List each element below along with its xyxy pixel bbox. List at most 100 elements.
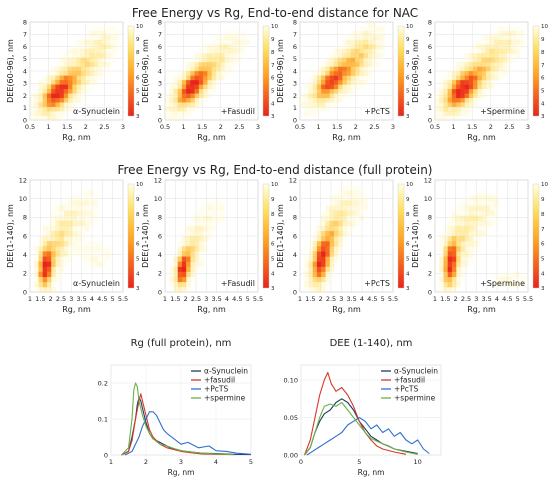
heatmap-cell	[312, 71, 318, 76]
colorbar-tick-label: 3	[406, 286, 410, 292]
heatmap-cell	[177, 106, 183, 112]
series-line	[303, 371, 407, 456]
heatmap-cell	[236, 39, 242, 45]
heatmap-cell	[207, 62, 212, 67]
heatmap-cell	[363, 62, 368, 67]
heatmap-cell	[211, 225, 217, 232]
heatmap-cell	[194, 79, 200, 85]
heatmap-cell	[215, 66, 221, 72]
heatmap-cell	[439, 276, 444, 283]
heatmap-cell	[464, 236, 470, 242]
heatmap-cell	[194, 71, 200, 76]
y-tick-label: 3	[23, 80, 27, 88]
heatmap-cell	[308, 111, 313, 116]
heatmap-cell	[165, 106, 170, 112]
heatmap-cell	[46, 75, 52, 81]
heatmap-cell	[46, 286, 52, 293]
heatmap-cell	[451, 215, 457, 222]
heatmap-cell	[489, 57, 495, 63]
heatmap-cell	[489, 62, 495, 67]
heatmap-cell	[106, 53, 111, 58]
y-tick-label: 4	[428, 251, 432, 259]
y-tick-label: 2	[293, 92, 297, 100]
heatmap-cell	[338, 48, 343, 54]
heatmap-cell	[498, 48, 503, 54]
heatmap-cell	[515, 271, 520, 278]
heatmap-cell	[329, 266, 335, 272]
heatmap-cell	[190, 57, 195, 63]
heatmap-cell	[481, 35, 487, 41]
heatmap-cell	[198, 79, 204, 85]
heatmap-cell	[308, 271, 313, 278]
heatmap-cell	[190, 66, 195, 72]
heatmap-cell	[325, 281, 330, 288]
series-annotation: +PcTS	[364, 107, 390, 116]
heatmap-cell	[338, 66, 343, 72]
heatmap-cell	[80, 79, 86, 85]
heatmap-cell	[489, 200, 495, 206]
heatmap-cell	[477, 44, 482, 50]
heatmap-cell	[494, 53, 499, 58]
heatmap-cell	[97, 57, 103, 63]
heatmap-cell	[55, 241, 60, 247]
heatmap-cell	[30, 93, 35, 99]
heatmap-cell	[106, 26, 111, 32]
heatmap-cell	[308, 246, 313, 252]
heatmap-cell	[325, 106, 330, 112]
colorbar-tick-label: 9	[541, 37, 545, 43]
heatmap-cell	[460, 106, 465, 112]
heatmap-cell	[186, 241, 191, 247]
heatmap-cell	[498, 281, 503, 288]
heatmap-cell	[456, 205, 461, 211]
heatmap-cell	[316, 230, 322, 237]
heatmap-cell	[186, 62, 191, 67]
y-tick-label: 4	[23, 251, 27, 259]
heatmap-cell	[316, 79, 322, 85]
y-tick-label: 2	[293, 270, 297, 278]
heatmap-cell	[354, 220, 360, 227]
heatmap-cell	[350, 35, 356, 41]
heatmap-cell	[468, 48, 474, 54]
heatmap-cell	[84, 256, 90, 262]
colorbar-tick-label: 4	[541, 101, 545, 107]
heatmap-cell	[30, 115, 35, 121]
x-tick-label: 1.5	[35, 295, 45, 303]
heatmap-cell	[42, 225, 48, 232]
heatmap-cell	[354, 215, 360, 222]
heatmap-cell	[350, 215, 356, 222]
heatmap-cell	[447, 111, 453, 116]
heatmap-cell	[363, 30, 368, 36]
heatmap-cell	[376, 44, 381, 50]
colorbar-tick-label: 4	[271, 101, 275, 107]
heatmap-cell	[464, 97, 470, 103]
heatmap-cell	[46, 251, 52, 257]
heatmap-cell	[451, 225, 457, 232]
heatmap-cell	[228, 57, 233, 63]
colorbar-tick-label: 5	[271, 256, 275, 262]
heatmap-cell	[325, 246, 330, 252]
heatmap-cell	[51, 241, 56, 247]
heatmap-cell	[346, 185, 352, 191]
heatmap-cell	[308, 261, 313, 267]
heatmap-cell	[468, 62, 474, 67]
heatmap-cell	[93, 256, 98, 262]
heatmap-cell	[363, 195, 368, 201]
heatmap-cell	[485, 210, 491, 216]
heatmap-cell	[329, 230, 335, 237]
heatmap-cell	[173, 79, 178, 85]
heatmap-cell	[203, 205, 208, 211]
heatmap-cell	[215, 220, 221, 227]
heatmap-cell	[468, 200, 474, 206]
heatmap-cell	[89, 71, 94, 76]
heatmap-cell	[80, 48, 86, 54]
heatmap-cell	[443, 256, 448, 262]
heatmap-cell	[84, 57, 90, 63]
heatmap-cell	[325, 88, 330, 94]
heatmap-cell	[224, 57, 229, 63]
heatmap-cell	[181, 261, 187, 267]
heatmap-cell	[63, 53, 69, 58]
heatmap-cell	[80, 205, 86, 211]
heatmap-cell	[456, 93, 461, 99]
heatmap-cell	[451, 93, 457, 99]
